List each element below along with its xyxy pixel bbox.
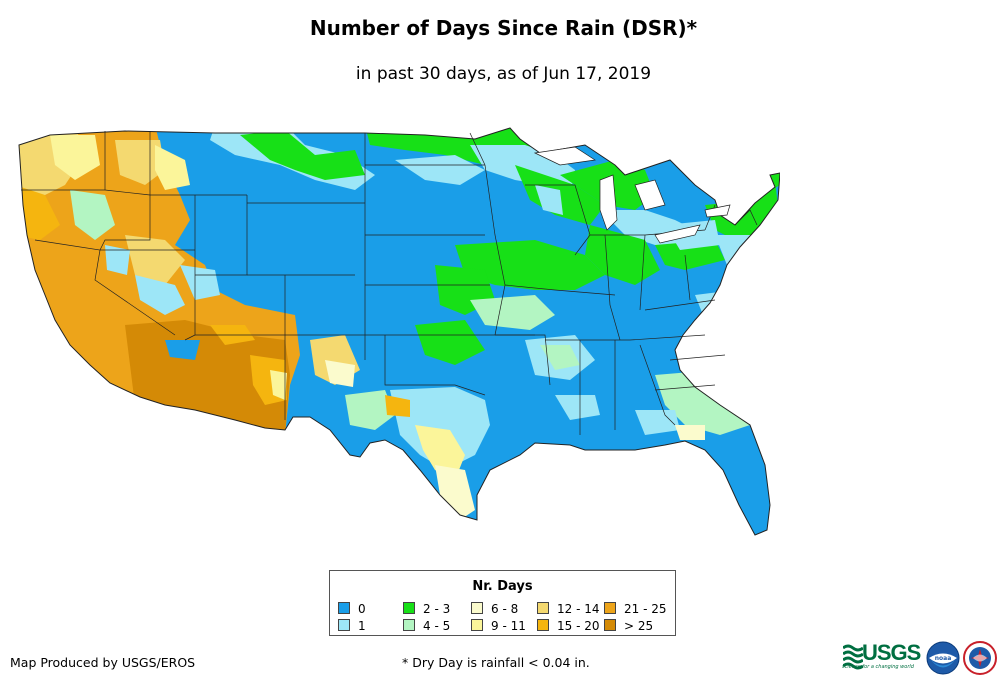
legend-swatch <box>537 619 549 631</box>
noaa-logo-text: noaa <box>935 655 952 662</box>
legend-swatch <box>604 619 616 631</box>
usgs-logo-icon <box>843 644 863 670</box>
noaa-logo-icon: noaa <box>926 641 960 675</box>
legend-swatch <box>471 619 483 631</box>
legend-swatch <box>471 602 483 614</box>
nws-logo-icon <box>963 641 997 675</box>
usgs-logo-text: USGS <box>862 640 921 665</box>
legend-label: 12 - 14 <box>557 602 600 616</box>
legend-label: 21 - 25 <box>624 602 667 616</box>
us-dsr-map <box>18 127 780 536</box>
legend-title: Nr. Days <box>472 579 533 594</box>
legend-item-1: 1 <box>338 619 366 632</box>
legend-item-0: 0 <box>338 602 366 615</box>
legend-label: > 25 <box>624 619 654 633</box>
legend-swatch <box>338 602 350 614</box>
legend-item-6: 12 - 14 <box>537 602 600 615</box>
legend-item-8: 21 - 25 <box>604 602 667 615</box>
legend: Nr. Days 0 1 2 - 3 4 - 5 6 - 8 9 - 11 12… <box>329 570 676 636</box>
legend-item-3: 4 - 5 <box>403 619 450 632</box>
legend-swatch <box>403 602 415 614</box>
legend-label: 4 - 5 <box>423 619 451 633</box>
legend-item-4: 6 - 8 <box>471 602 518 615</box>
legend-label: 9 - 11 <box>491 619 526 633</box>
legend-item-5: 9 - 11 <box>471 619 526 632</box>
legend-item-9: > 25 <box>604 619 653 632</box>
legend-swatch <box>537 602 549 614</box>
usgs-tagline: science for a changing world <box>842 664 914 670</box>
map-subtitle: in past 30 days, as of Jun 17, 2019 <box>355 64 652 84</box>
legend-label: 1 <box>358 619 366 633</box>
legend-label: 0 <box>358 602 366 616</box>
legend-swatch <box>403 619 415 631</box>
map-title: Number of Days Since Rain (DSR)* <box>309 16 698 40</box>
legend-label: 6 - 8 <box>491 602 519 616</box>
legend-label: 15 - 20 <box>557 619 600 633</box>
legend-item-7: 15 - 20 <box>537 619 600 632</box>
legend-label: 2 - 3 <box>423 602 451 616</box>
legend-swatch <box>604 602 616 614</box>
legend-swatch <box>338 619 350 631</box>
map-credit: Map Produced by USGS/EROS <box>10 655 196 670</box>
dry-day-note: * Dry Day is rainfall < 0.04 in. <box>402 655 590 670</box>
legend-item-2: 2 - 3 <box>403 602 450 615</box>
